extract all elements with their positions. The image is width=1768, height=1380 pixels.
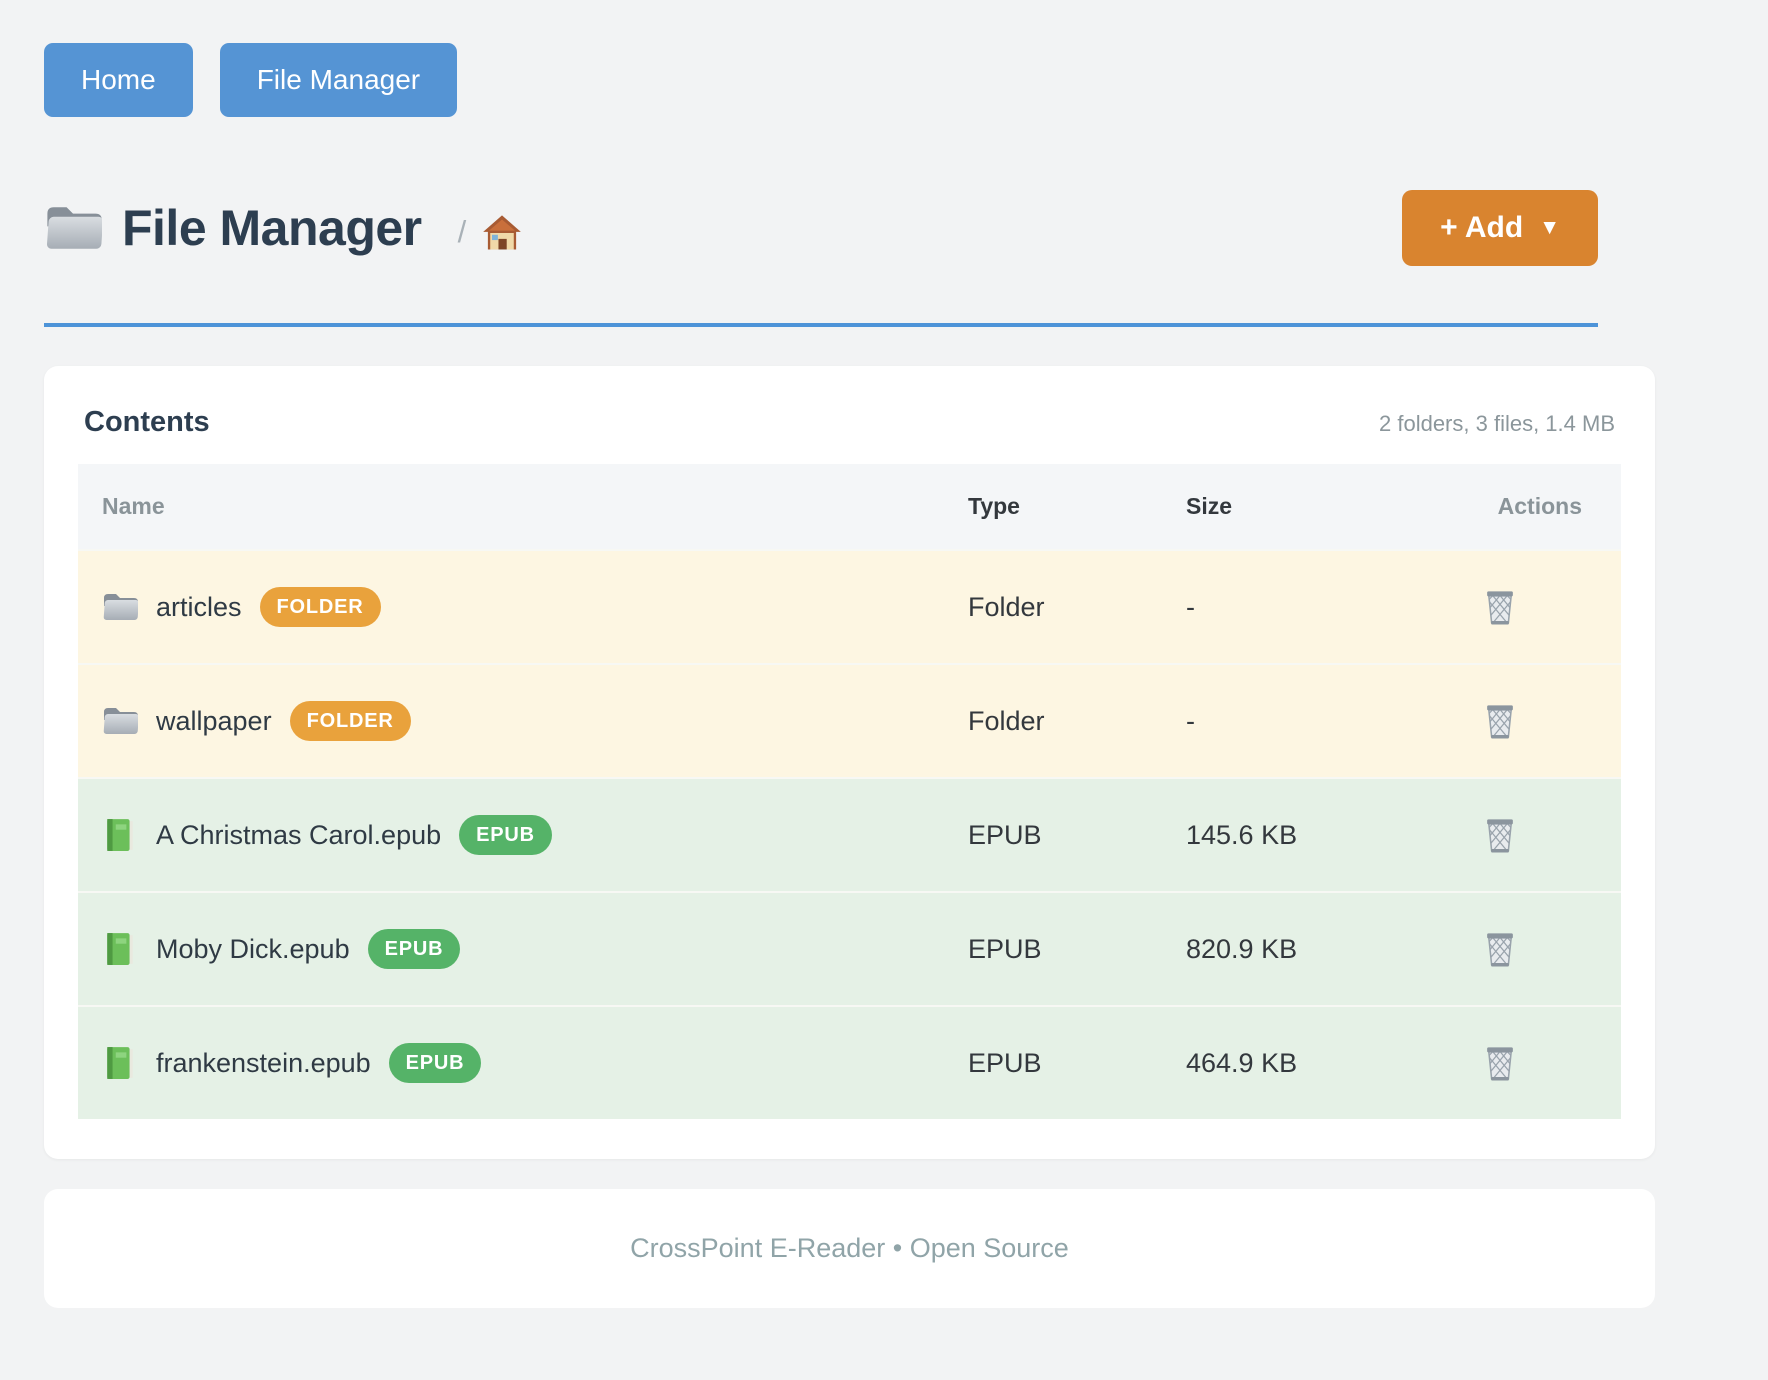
contents-summary: 2 folders, 3 files, 1.4 MB [1379, 411, 1615, 436]
folder-badge: FOLDER [259, 587, 381, 627]
name-cell: wallpaper FOLDER [78, 701, 968, 741]
caret-down-icon: ▼ [1539, 216, 1560, 239]
type-cell: EPUB [968, 933, 1042, 964]
size-cell: 820.9 KB [1186, 933, 1298, 964]
actions-cell [1420, 588, 1612, 626]
table-row: articles FOLDER Folder - [78, 549, 1621, 663]
title-divider [44, 323, 1598, 327]
footer-text: CrossPoint E-Reader • Open Source [630, 1233, 1069, 1263]
column-header-actions: Actions [1497, 493, 1582, 519]
size-cell: 145.6 KB [1186, 819, 1298, 850]
size-cell: - [1186, 705, 1195, 736]
top-nav: Home File Manager [0, 0, 1768, 117]
contents-card-header: Contents 2 folders, 3 files, 1.4 MB [78, 406, 1621, 439]
contents-table: Name Type Size Actions articles FOLDER F… [78, 464, 1621, 1119]
size-cell: - [1186, 591, 1195, 622]
add-button-label: + Add [1440, 211, 1524, 244]
column-header-size: Size [1186, 493, 1233, 519]
table-row: A Christmas Carol.epub EPUB EPUB 145.6 K… [78, 777, 1621, 891]
size-cell: 464.9 KB [1186, 1047, 1298, 1078]
folder-name[interactable]: articles [156, 591, 242, 622]
book-icon [102, 818, 138, 852]
type-cell: EPUB [968, 1047, 1042, 1078]
file-name: A Christmas Carol.epub [156, 819, 442, 850]
type-cell: EPUB [968, 819, 1042, 850]
name-cell: A Christmas Carol.epub EPUB [78, 815, 968, 855]
folder-icon [102, 704, 138, 738]
title-group: File Manager / [44, 199, 522, 257]
page-header: File Manager / + Add ▼ [44, 190, 1598, 266]
contents-heading: Contents [84, 406, 210, 438]
delete-button[interactable] [1483, 1044, 1517, 1082]
name-cell: articles FOLDER [78, 587, 968, 627]
table-row: wallpaper FOLDER Folder - [78, 663, 1621, 777]
folder-icon [44, 204, 102, 252]
folder-name[interactable]: wallpaper [156, 705, 272, 736]
epub-badge: EPUB [459, 815, 552, 855]
book-icon [102, 1046, 138, 1080]
table-row: frankenstein.epub EPUB EPUB 464.9 KB [78, 1005, 1621, 1119]
delete-button[interactable] [1483, 702, 1517, 740]
file-name: frankenstein.epub [156, 1047, 371, 1078]
trash-icon [1483, 1044, 1517, 1082]
table-header-row: Name Type Size Actions [78, 464, 1621, 549]
delete-button[interactable] [1483, 930, 1517, 968]
book-icon [102, 932, 138, 966]
folder-badge: FOLDER [289, 701, 411, 741]
nav-button-home[interactable]: Home [44, 43, 193, 117]
nav-button-file-manager[interactable]: File Manager [219, 43, 458, 117]
footer: CrossPoint E-Reader • Open Source [44, 1189, 1655, 1308]
epub-badge: EPUB [388, 1043, 482, 1083]
actions-cell [1420, 930, 1612, 968]
delete-button[interactable] [1483, 588, 1517, 626]
delete-button[interactable] [1483, 816, 1517, 854]
trash-icon [1483, 702, 1517, 740]
epub-badge: EPUB [367, 929, 461, 969]
contents-card: Contents 2 folders, 3 files, 1.4 MB Name… [44, 366, 1655, 1159]
trash-icon [1483, 816, 1517, 854]
name-cell: Moby Dick.epub EPUB [78, 929, 968, 969]
column-header-type: Type [968, 493, 1020, 519]
trash-icon [1483, 588, 1517, 626]
trash-icon [1483, 930, 1517, 968]
type-cell: Folder [968, 591, 1045, 622]
add-button[interactable]: + Add ▼ [1402, 190, 1598, 266]
column-header-name: Name [102, 493, 165, 519]
page-title: File Manager [122, 200, 422, 256]
name-cell: frankenstein.epub EPUB [78, 1043, 968, 1083]
actions-cell [1420, 816, 1612, 854]
actions-cell [1420, 702, 1612, 740]
house-icon[interactable] [482, 214, 522, 252]
folder-icon [102, 590, 138, 624]
actions-cell [1420, 1044, 1612, 1082]
breadcrumb-separator: / [457, 214, 467, 249]
type-cell: Folder [968, 705, 1045, 736]
file-name: Moby Dick.epub [156, 933, 350, 964]
table-row: Moby Dick.epub EPUB EPUB 820.9 KB [78, 891, 1621, 1005]
